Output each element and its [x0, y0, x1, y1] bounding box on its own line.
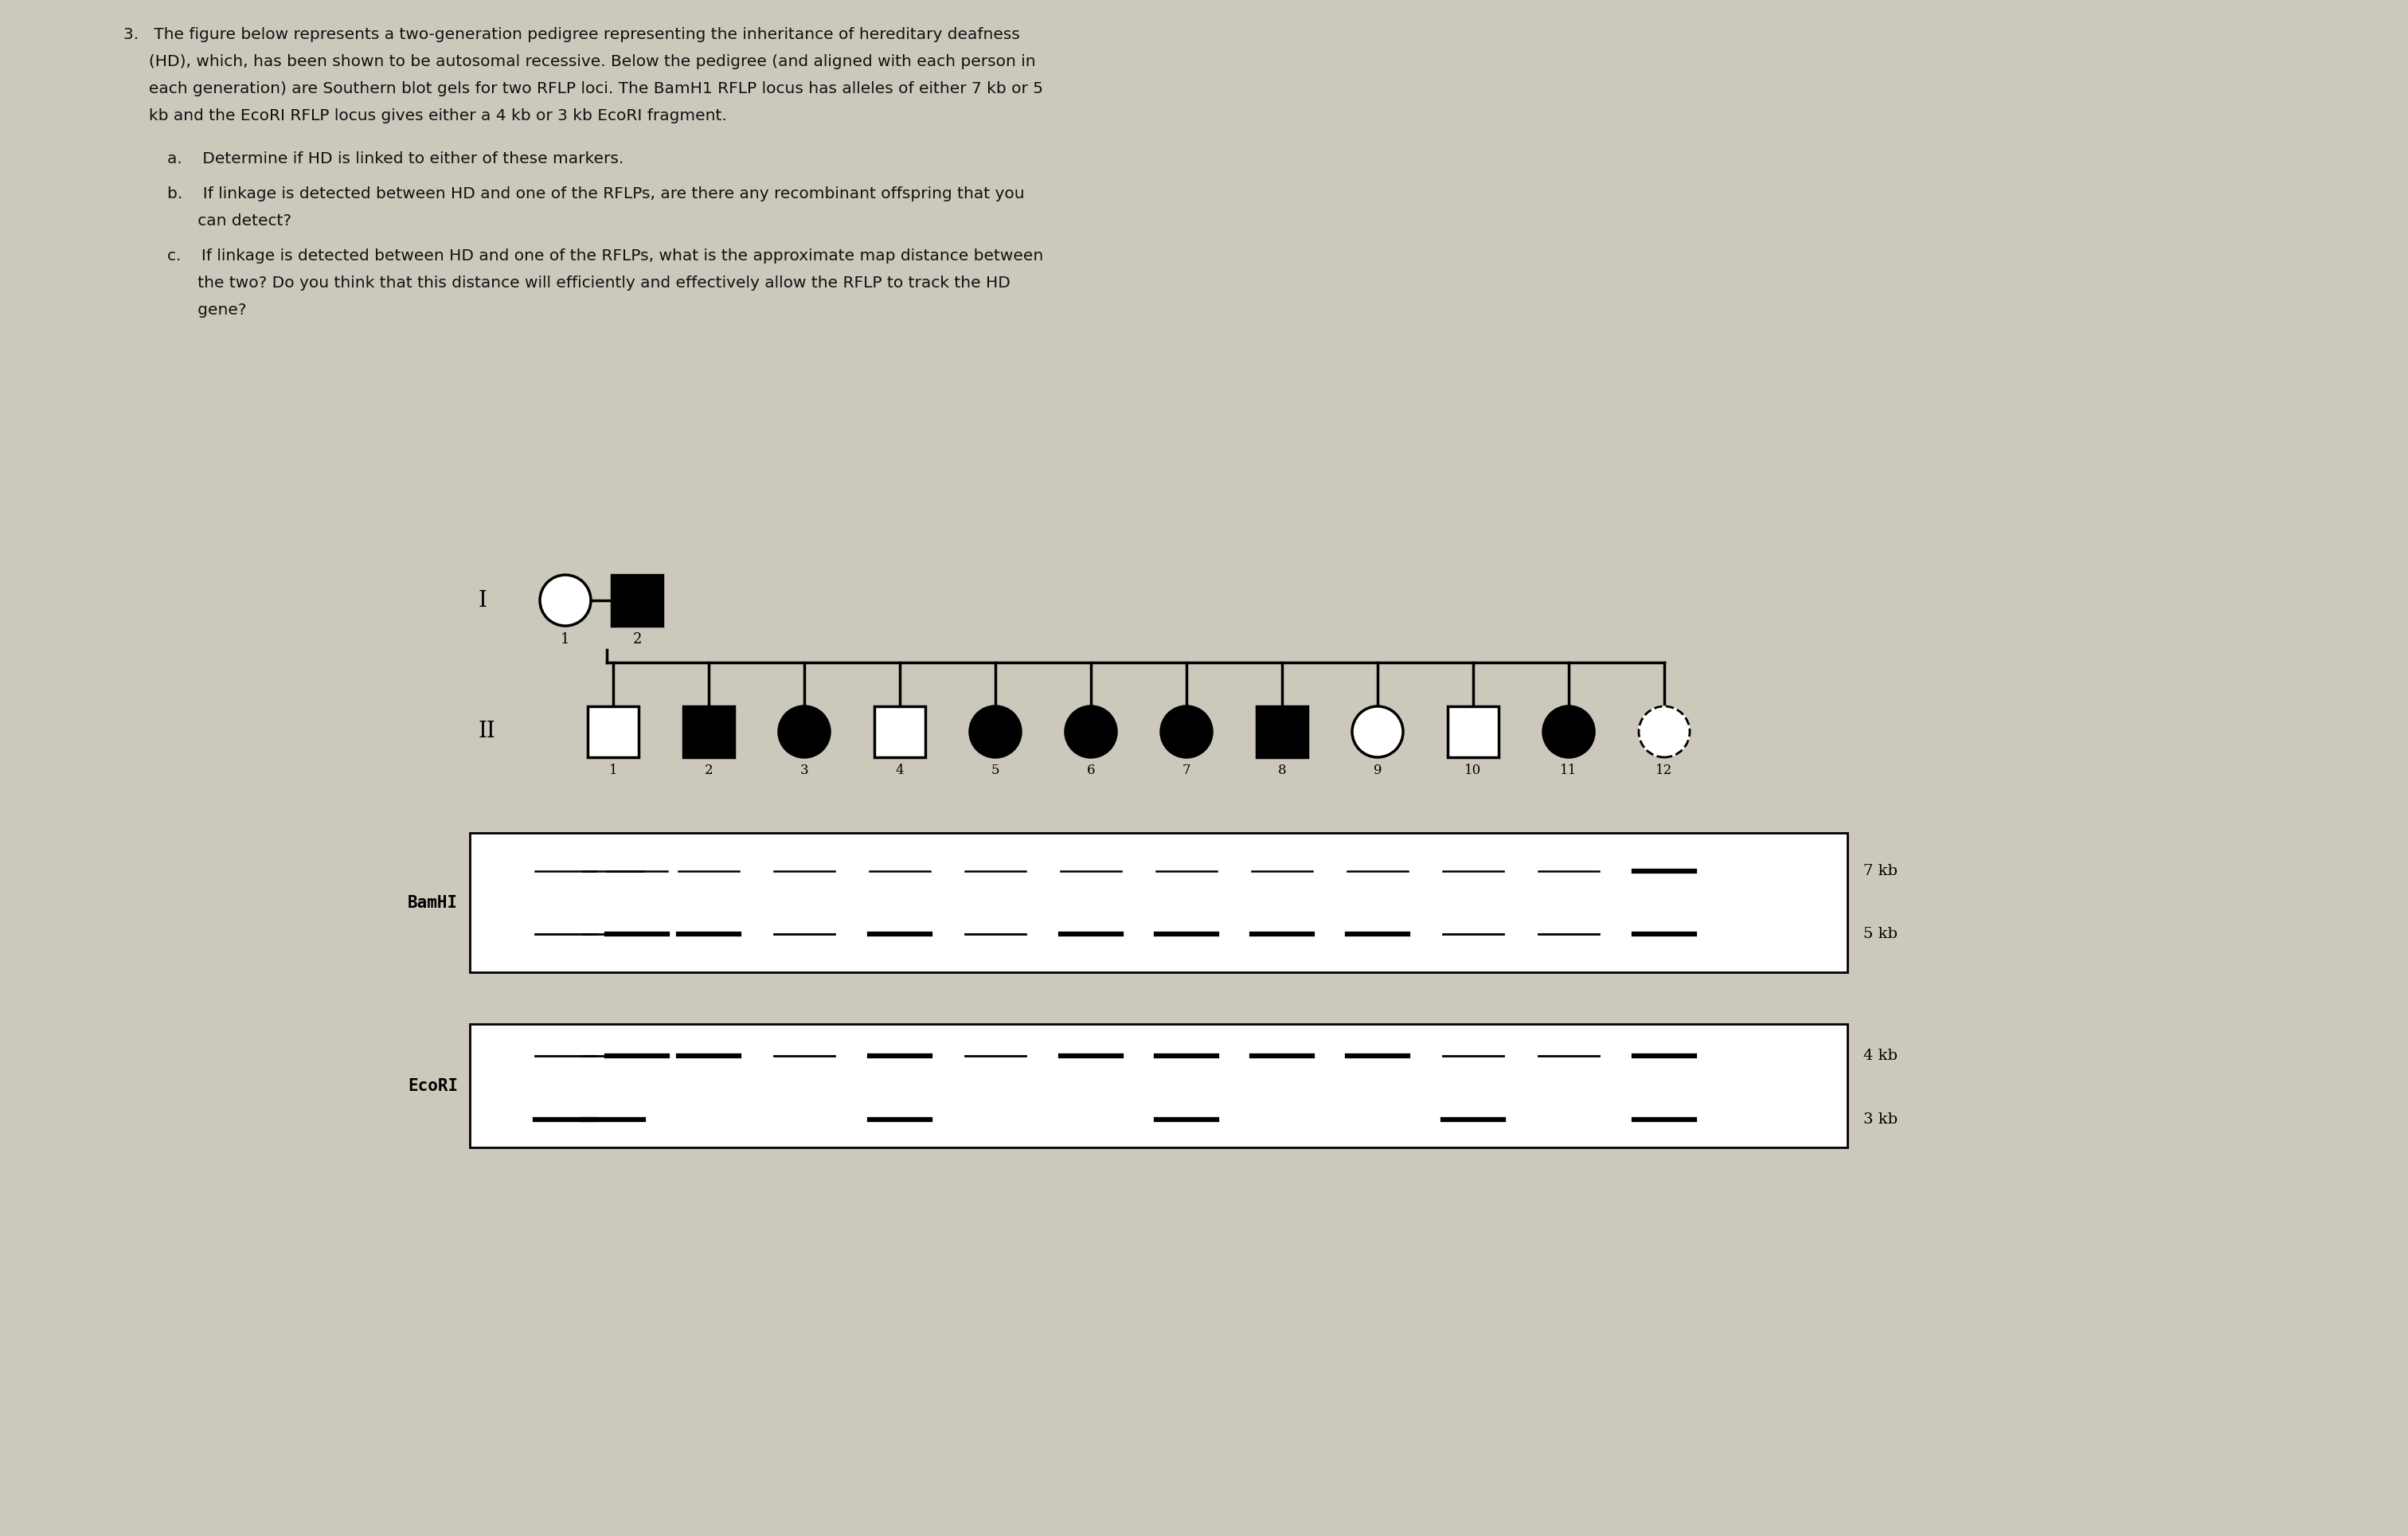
Circle shape: [970, 707, 1021, 757]
Text: can detect?: can detect?: [166, 214, 291, 229]
Text: 11: 11: [1560, 763, 1577, 777]
Text: 2: 2: [633, 633, 641, 647]
Text: 1: 1: [561, 633, 571, 647]
Text: kb and the EcoRI RFLP locus gives either a 4 kb or 3 kb EcoRI fragment.: kb and the EcoRI RFLP locus gives either…: [123, 109, 727, 123]
Bar: [470, 1025, 1847, 1147]
Text: 3 kb: 3 kb: [1864, 1112, 1898, 1127]
Text: I: I: [477, 590, 486, 611]
Text: 5 kb: 5 kb: [1864, 926, 1898, 942]
Text: gene?: gene?: [166, 303, 246, 318]
Text: (HD), which, has been shown to be autosomal recessive. Below the pedigree (and a: (HD), which, has been shown to be autoso…: [123, 54, 1035, 69]
Circle shape: [778, 707, 831, 757]
Bar: [470, 833, 1847, 972]
Text: 8: 8: [1279, 763, 1286, 777]
Text: 2: 2: [706, 763, 713, 777]
Text: c.    If linkage is detected between HD and one of the RFLPs, what is the approx: c. If linkage is detected between HD and…: [166, 249, 1043, 264]
Bar: [874, 707, 925, 757]
Text: EcoRI: EcoRI: [407, 1078, 458, 1094]
Text: 12: 12: [1657, 763, 1674, 777]
Text: each generation) are Southern blot gels for two RFLP loci. The BamH1 RFLP locus : each generation) are Southern blot gels …: [123, 81, 1043, 97]
Text: II: II: [477, 720, 496, 742]
Text: 1: 1: [609, 763, 616, 777]
Text: b.    If linkage is detected between HD and one of the RFLPs, are there any reco: b. If linkage is detected between HD and…: [166, 186, 1023, 201]
Text: 3: 3: [799, 763, 809, 777]
Text: 4 kb: 4 kb: [1864, 1049, 1898, 1063]
Bar: [684, 707, 734, 757]
Bar: [1257, 707, 1308, 757]
Text: 6: 6: [1086, 763, 1096, 777]
Text: BamHI: BamHI: [407, 894, 458, 911]
Text: 5: 5: [992, 763, 999, 777]
Bar: [588, 707, 638, 757]
Text: 4: 4: [896, 763, 903, 777]
Text: 3.   The figure below represents a two-generation pedigree representing the inhe: 3. The figure below represents a two-gen…: [123, 28, 1021, 41]
Circle shape: [1064, 707, 1117, 757]
Bar: [1447, 707, 1498, 757]
Text: 9: 9: [1373, 763, 1382, 777]
Circle shape: [1640, 707, 1690, 757]
Text: 10: 10: [1464, 763, 1481, 777]
Circle shape: [539, 574, 590, 625]
Text: 7 kb: 7 kb: [1864, 863, 1898, 879]
Text: a.    Determine if HD is linked to either of these markers.: a. Determine if HD is linked to either o…: [166, 151, 624, 166]
Circle shape: [1544, 707, 1594, 757]
Text: the two? Do you think that this distance will efficiently and effectively allow : the two? Do you think that this distance…: [166, 275, 1011, 290]
Text: 7: 7: [1182, 763, 1190, 777]
Circle shape: [1161, 707, 1211, 757]
Bar: [612, 574, 662, 625]
Circle shape: [1353, 707, 1404, 757]
